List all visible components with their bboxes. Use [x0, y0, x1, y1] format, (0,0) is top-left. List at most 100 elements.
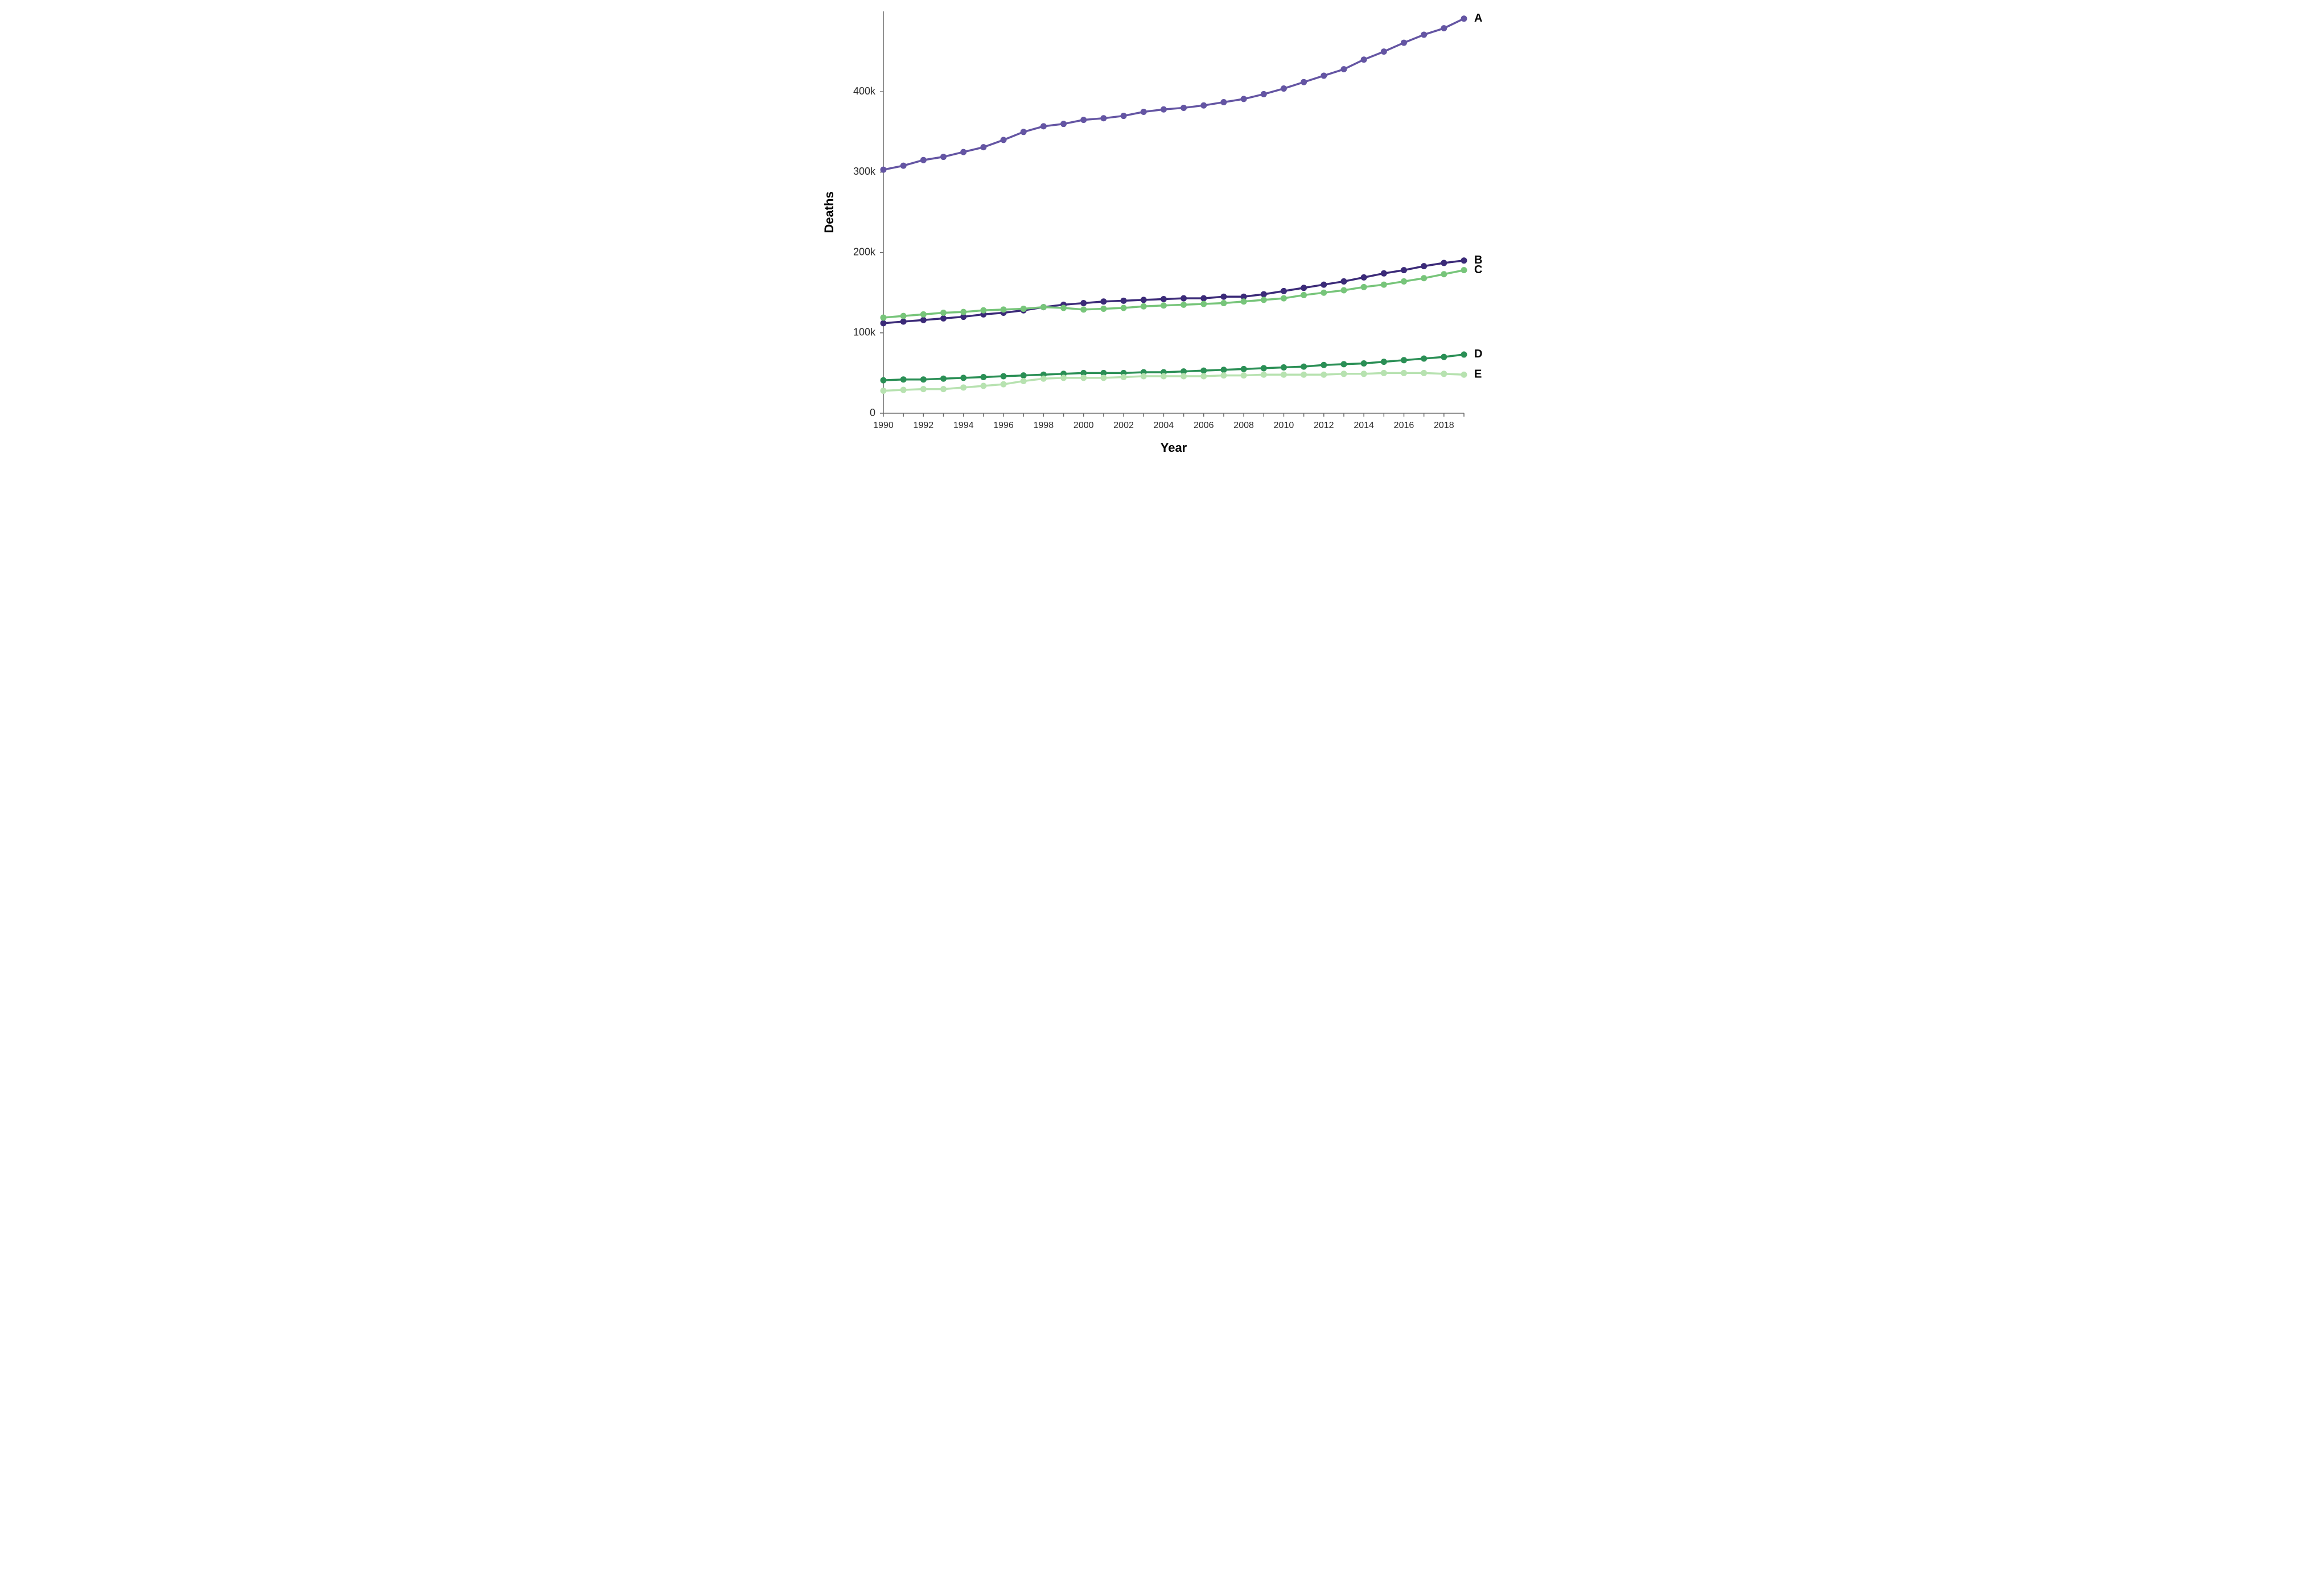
series-marker-C	[1080, 306, 1087, 312]
series-label-D: D	[1474, 348, 1482, 360]
series-marker-A	[1040, 123, 1046, 129]
series-marker-D	[1360, 360, 1367, 367]
series-marker-C	[1220, 300, 1227, 306]
series-marker-B	[1321, 282, 1327, 288]
series-marker-C	[940, 310, 947, 316]
series-marker-C	[1200, 301, 1207, 307]
series-marker-A	[1421, 31, 1427, 38]
x-axis-label: Year	[1160, 441, 1187, 455]
series-marker-B	[1120, 298, 1126, 304]
series-marker-B	[1421, 263, 1427, 269]
series-marker-E	[960, 384, 966, 390]
series-marker-C	[1000, 306, 1006, 312]
chart-svg: 0100k200k300k400k19901992199419961998200…	[821, 0, 1504, 464]
series-marker-C	[900, 313, 906, 319]
series-marker-D	[1240, 366, 1247, 372]
series-marker-E	[1280, 372, 1286, 378]
x-tick-label: 2000	[1073, 421, 1093, 430]
series-marker-E	[880, 388, 886, 394]
series-marker-E	[1321, 372, 1327, 378]
series-marker-C	[1120, 305, 1126, 311]
series-marker-E	[1200, 373, 1207, 380]
series-marker-C	[1400, 278, 1406, 285]
series-label-C: C	[1474, 264, 1482, 276]
series-marker-E	[1020, 378, 1026, 384]
series-marker-E	[1400, 370, 1406, 376]
series-marker-E	[1260, 372, 1266, 378]
x-tick-label: 1998	[1033, 421, 1054, 430]
series-marker-A	[880, 167, 886, 173]
series-marker-B	[900, 319, 906, 325]
series-marker-E	[1000, 381, 1006, 388]
series-marker-A	[1280, 85, 1286, 92]
series-marker-D	[1220, 367, 1227, 373]
series-marker-E	[1461, 372, 1467, 378]
series-marker-B	[1380, 270, 1387, 277]
y-axis-label: Deaths	[822, 191, 836, 233]
y-tick-label: 400k	[853, 85, 875, 97]
series-marker-A	[1200, 102, 1207, 109]
series-marker-D	[1380, 359, 1387, 365]
series-marker-D	[1000, 373, 1006, 380]
series-marker-E	[920, 386, 926, 392]
series-marker-C	[1020, 306, 1026, 312]
series-marker-A	[1441, 25, 1447, 31]
series-marker-B	[1441, 260, 1447, 266]
series-marker-D	[1321, 362, 1327, 368]
series-marker-E	[1120, 374, 1126, 380]
series-marker-C	[880, 314, 886, 320]
series-marker-A	[1080, 117, 1087, 123]
series-marker-A	[1321, 72, 1327, 79]
series-marker-C	[1380, 282, 1387, 288]
series-marker-B	[1160, 296, 1166, 302]
series-marker-D	[1400, 357, 1406, 363]
series-marker-C	[960, 309, 966, 315]
series-marker-C	[980, 307, 986, 314]
series-marker-A	[1400, 40, 1406, 46]
series-marker-B	[1080, 300, 1087, 306]
y-tick-label: 0	[869, 407, 875, 418]
x-tick-label: 2018	[1434, 421, 1454, 430]
series-marker-C	[1060, 305, 1067, 311]
series-marker-B	[920, 317, 926, 323]
series-marker-E	[980, 382, 986, 389]
series-marker-E	[940, 386, 947, 392]
series-marker-B	[1140, 297, 1146, 303]
series-marker-A	[1140, 109, 1146, 115]
x-tick-label: 2014	[1354, 421, 1374, 430]
series-marker-B	[880, 320, 886, 326]
series-marker-B	[1461, 257, 1467, 264]
series-marker-B	[1301, 285, 1307, 291]
x-tick-label: 2010	[1273, 421, 1294, 430]
series-marker-A	[1160, 106, 1166, 113]
series-label-E: E	[1474, 368, 1482, 381]
series-marker-C	[1360, 284, 1367, 290]
series-marker-E	[1040, 376, 1046, 382]
series-marker-C	[1441, 271, 1447, 277]
series-marker-A	[920, 157, 926, 163]
series-marker-C	[1180, 302, 1187, 308]
series-marker-B	[1100, 298, 1107, 305]
series-marker-D	[1461, 351, 1467, 357]
x-tick-label: 1992	[913, 421, 933, 430]
x-tick-label: 2008	[1233, 421, 1254, 430]
series-marker-E	[900, 387, 906, 393]
series-marker-B	[1340, 278, 1347, 285]
series-marker-B	[1260, 291, 1266, 298]
series-marker-E	[1380, 370, 1387, 376]
series-marker-E	[1441, 371, 1447, 377]
series-marker-E	[1080, 375, 1087, 381]
series-marker-A	[1301, 79, 1307, 85]
series-marker-C	[1280, 295, 1286, 302]
x-tick-label: 2006	[1193, 421, 1214, 430]
series-marker-C	[1160, 302, 1166, 308]
series-marker-B	[1220, 294, 1227, 300]
series-marker-A	[1100, 115, 1107, 121]
series-marker-A	[1340, 66, 1347, 72]
series-marker-D	[920, 376, 926, 382]
series-marker-A	[1260, 91, 1266, 97]
series-marker-C	[1321, 290, 1327, 296]
series-marker-E	[1240, 372, 1247, 378]
line-chart: 0100k200k300k400k19901992199419961998200…	[821, 0, 1504, 464]
series-marker-C	[1140, 303, 1146, 310]
